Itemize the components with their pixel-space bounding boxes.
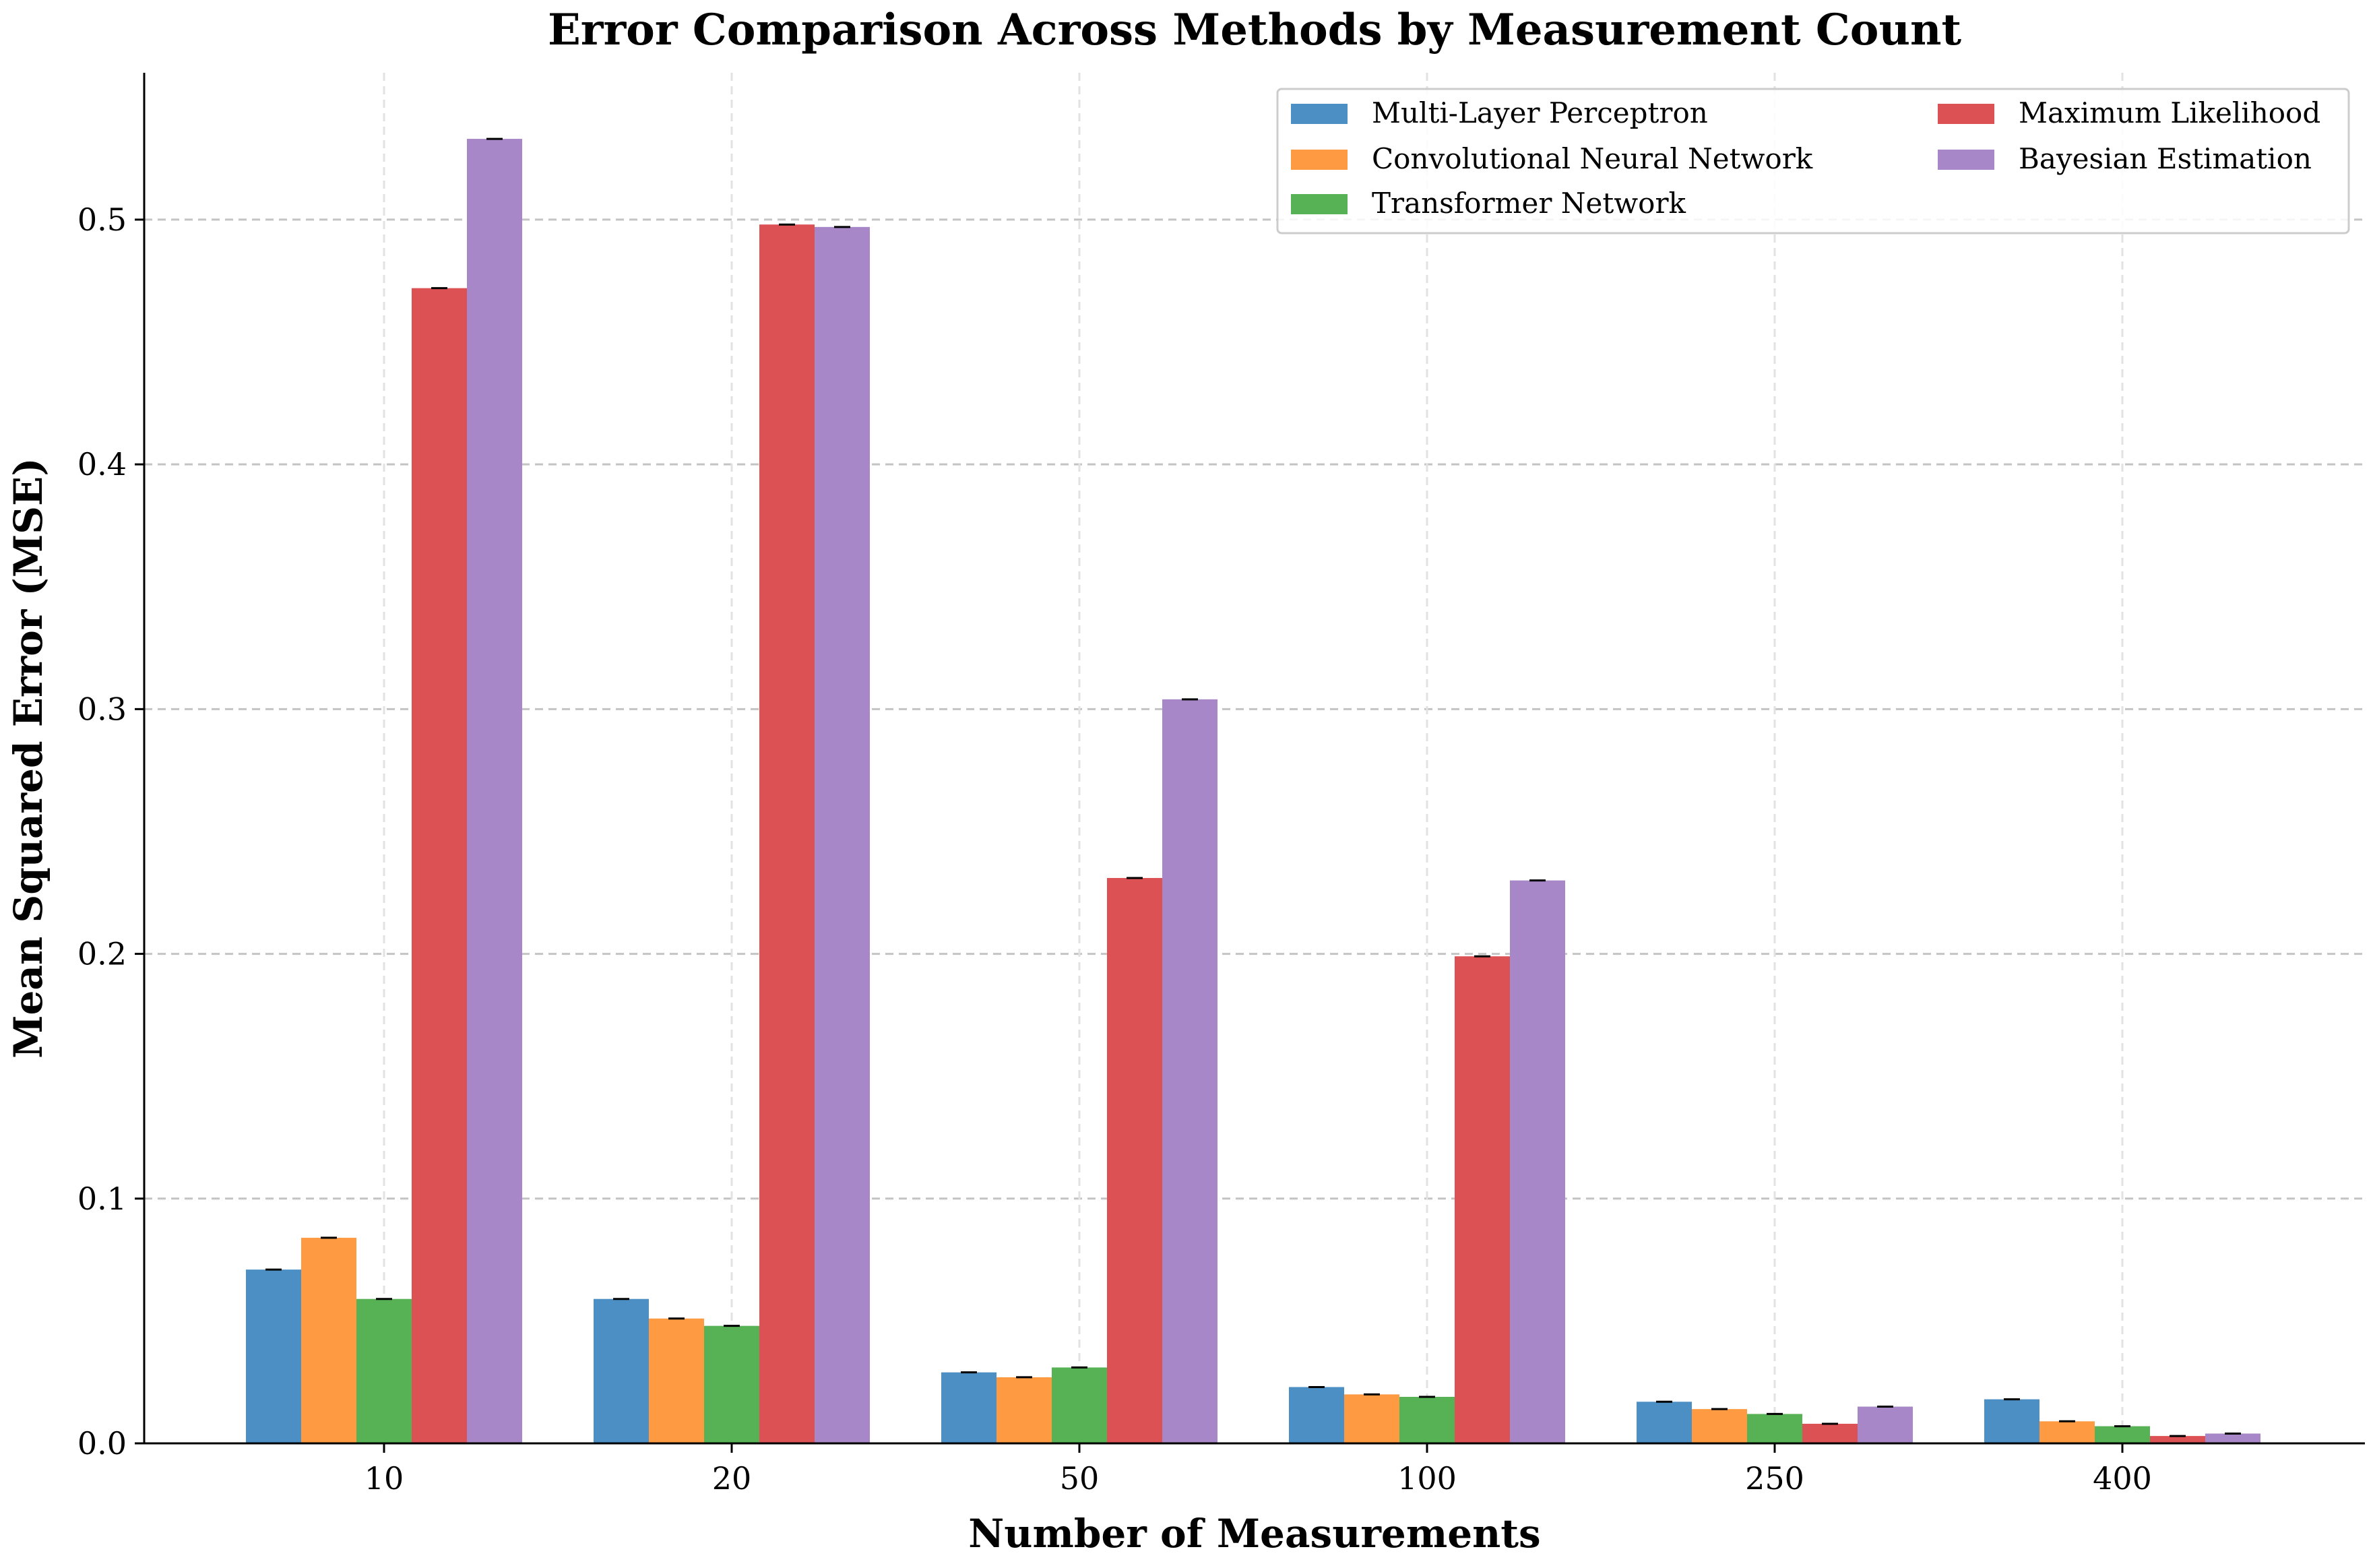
y-axis-label: Mean Squared Error (MSE) — [5, 458, 51, 1058]
bar — [412, 288, 467, 1444]
y-tick-label: 0.0 — [77, 1425, 127, 1462]
legend-label: Maximum Likelihood — [2019, 96, 2320, 129]
bar — [356, 1298, 412, 1443]
legend-swatch — [1938, 104, 1994, 124]
bar — [246, 1269, 301, 1443]
bar — [1858, 1406, 1913, 1443]
bar — [649, 1318, 704, 1443]
bar — [2039, 1421, 2095, 1443]
legend-item: Convolutional Neural Network — [1291, 142, 1813, 175]
series-bayesian-estimation — [467, 137, 2260, 1444]
bar — [594, 1298, 649, 1443]
x-axis-label: Number of Measurements — [968, 1511, 1540, 1557]
x-tick-label: 250 — [1745, 1460, 1804, 1497]
series-transformer-network — [356, 1298, 2150, 1443]
bar — [1052, 1367, 1107, 1443]
legend-label: Bayesian Estimation — [2019, 142, 2312, 175]
legend-item: Transformer Network — [1291, 187, 1686, 220]
bar — [1107, 877, 1162, 1443]
bar — [1984, 1399, 2039, 1443]
legend-item: Maximum Likelihood — [1938, 96, 2320, 129]
legend-label: Multi-Layer Perceptron — [1372, 96, 1708, 129]
bar — [2095, 1426, 2150, 1443]
bar — [1802, 1423, 1858, 1443]
bar — [301, 1237, 356, 1443]
y-tick-label: 0.2 — [77, 936, 127, 972]
legend-label: Convolutional Neural Network — [1372, 142, 1813, 175]
x-tick-label: 400 — [2093, 1460, 2152, 1497]
legend-swatch — [1938, 150, 1994, 170]
ticks: 0.0 0.1 0.2 0.3 0.4 0.5 10 20 50 100 250 400 — [77, 201, 2152, 1497]
y-tick-label: 0.5 — [77, 201, 127, 238]
bar — [704, 1325, 759, 1443]
legend-frame — [1276, 88, 2350, 234]
bar — [1162, 699, 1217, 1443]
bar — [1344, 1394, 1399, 1443]
bar — [1510, 880, 1565, 1443]
legend-swatch — [1291, 104, 1348, 124]
bar — [941, 1372, 996, 1443]
bar — [1289, 1387, 1344, 1443]
bar — [2205, 1433, 2260, 1443]
bar — [1747, 1414, 1802, 1443]
bars — [246, 137, 2260, 1444]
bar — [996, 1377, 1052, 1443]
legend-item: Multi-Layer Perceptron — [1291, 96, 1708, 129]
x-tick-label: 100 — [1397, 1460, 1457, 1497]
y-tick-label: 0.1 — [77, 1181, 127, 1217]
legend: Multi-Layer Perceptron Convolutional Neur… — [1276, 88, 2350, 234]
legend-swatch — [1291, 150, 1348, 170]
bar — [467, 139, 522, 1443]
legend-label: Transformer Network — [1372, 187, 1686, 220]
bar — [1399, 1396, 1455, 1443]
series-multi-layer-perceptron — [246, 1268, 2039, 1443]
bar — [1637, 1402, 1692, 1443]
bar — [2150, 1436, 2205, 1443]
x-tick-label: 50 — [1060, 1460, 1100, 1497]
legend-item: Bayesian Estimation — [1938, 142, 2312, 175]
x-tick-label: 10 — [365, 1460, 404, 1497]
axes — [143, 73, 2365, 1445]
bar — [1692, 1409, 1747, 1443]
y-tick-label: 0.3 — [77, 691, 127, 727]
bar — [1455, 956, 1510, 1443]
series-convolutional-neural-network — [301, 1236, 2095, 1443]
bar — [815, 226, 870, 1444]
series-maximum-likelihood — [412, 223, 2205, 1444]
y-tick-label: 0.4 — [77, 446, 127, 482]
legend-swatch — [1291, 194, 1348, 214]
x-tick-label: 20 — [712, 1460, 752, 1497]
bar — [759, 224, 815, 1443]
chart-title: Error Comparison Across Methods by Measu… — [548, 5, 1962, 55]
